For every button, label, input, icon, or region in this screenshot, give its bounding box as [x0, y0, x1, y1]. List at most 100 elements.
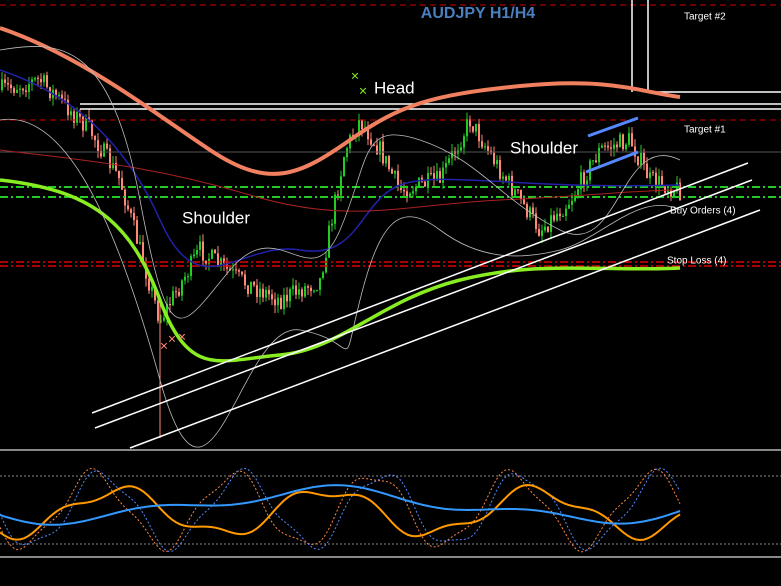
candle-body — [565, 208, 567, 217]
candle-body — [286, 294, 288, 302]
candle-body — [250, 281, 252, 294]
candle-body — [514, 189, 516, 196]
candle-body — [331, 223, 333, 226]
candle-body — [235, 269, 237, 271]
candle-body — [265, 289, 267, 298]
candle-body — [253, 281, 255, 286]
candle-body — [523, 199, 525, 205]
candle-body — [103, 143, 105, 157]
candle-body — [334, 194, 336, 224]
candle-body — [577, 189, 579, 196]
candle-body — [34, 77, 36, 80]
candle-body — [385, 155, 387, 164]
marker: × — [359, 83, 367, 99]
candle-body — [259, 288, 261, 297]
candle-body — [439, 170, 441, 183]
candle-body — [181, 280, 183, 296]
candle-body — [25, 90, 27, 92]
channel-line — [91, 162, 749, 414]
candle-body — [280, 297, 282, 310]
candle-body — [511, 175, 513, 196]
candle-body — [109, 148, 111, 169]
candle-body — [625, 144, 627, 150]
osc-orange — [0, 483, 681, 542]
candle-body — [505, 176, 507, 181]
candle-body — [88, 117, 90, 121]
candle-body — [622, 134, 624, 150]
candle-body — [238, 270, 240, 272]
candle-body — [190, 256, 192, 277]
candle-body — [127, 205, 129, 210]
candle-body — [94, 135, 96, 141]
ma-green — [0, 178, 681, 363]
candle-body — [130, 209, 132, 213]
flag-line — [587, 116, 639, 138]
candle-body — [271, 294, 273, 300]
candle-body — [28, 84, 30, 92]
ma-blue — [0, 69, 681, 268]
candle-body — [340, 176, 342, 196]
candle-body — [67, 99, 69, 116]
candle-body — [133, 212, 135, 221]
candle-body — [658, 176, 660, 188]
candle-body — [661, 176, 663, 187]
candle-body — [583, 172, 585, 187]
candle-body — [304, 286, 306, 297]
candle-body — [640, 152, 642, 166]
candle-body — [172, 291, 174, 306]
candle-body — [100, 151, 102, 157]
candle-body — [154, 286, 156, 301]
annotation: Head — [374, 78, 415, 97]
candle-body — [628, 133, 630, 145]
candle-body — [175, 291, 177, 293]
candle-body — [619, 134, 621, 148]
annotation: Target #1 — [684, 125, 726, 136]
candle-body — [472, 126, 474, 132]
candle-body — [631, 133, 633, 147]
annotation: Target #2 — [684, 12, 726, 23]
candle-body — [274, 299, 276, 306]
stoch-main — [0, 467, 681, 553]
candle-body — [241, 271, 243, 275]
candle-body — [460, 147, 462, 151]
candle-body — [601, 145, 603, 148]
candle-body — [46, 75, 48, 88]
candle-body — [448, 158, 450, 163]
candle-body — [571, 200, 573, 205]
candle-body — [397, 170, 399, 186]
candle-body — [367, 127, 369, 140]
candle-body — [376, 145, 378, 155]
candle-body — [550, 215, 552, 232]
channel-line — [129, 209, 761, 449]
candle-body — [55, 89, 57, 97]
candle-body — [415, 186, 417, 192]
candle-body — [649, 172, 651, 179]
candle-body — [664, 186, 666, 193]
candle-body — [136, 220, 138, 244]
candle-body — [412, 191, 414, 194]
candle-body — [484, 146, 486, 148]
candle-body — [553, 215, 555, 221]
candle-body — [166, 303, 168, 318]
candle-body — [667, 189, 669, 193]
candle-body — [604, 145, 606, 147]
candle-body — [217, 253, 219, 266]
candle-body — [112, 163, 114, 169]
candle-body — [610, 147, 612, 149]
candle-body — [562, 216, 564, 218]
candle-body — [568, 204, 570, 209]
candle-body — [580, 172, 582, 190]
candle-body — [328, 225, 330, 258]
candle-body — [115, 163, 117, 171]
candle-body — [16, 89, 18, 93]
candle-body — [613, 144, 615, 149]
candle-body — [1, 79, 3, 90]
candle-body — [418, 177, 420, 187]
candle-body — [547, 226, 549, 232]
candle-body — [520, 190, 522, 200]
candle-body — [652, 172, 654, 174]
candle-body — [574, 195, 576, 201]
candle-body — [307, 286, 309, 288]
candle-body — [106, 143, 108, 149]
candle-body — [373, 144, 375, 146]
